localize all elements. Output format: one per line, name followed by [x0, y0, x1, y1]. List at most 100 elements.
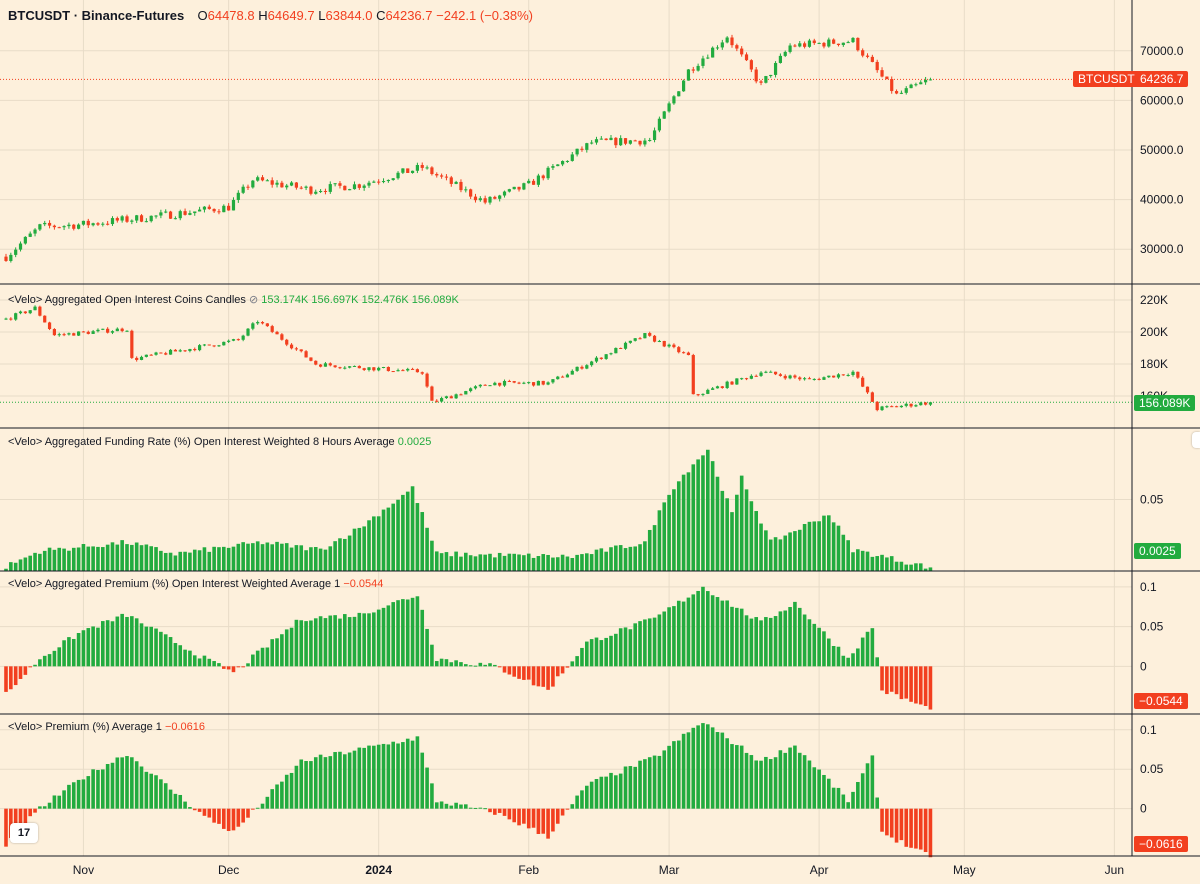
- candle-body: [135, 215, 139, 221]
- candle-body: [841, 42, 845, 46]
- candle-body: [827, 39, 831, 47]
- candle-body: [130, 330, 134, 358]
- histogram-bar: [23, 666, 28, 675]
- histogram-bar: [192, 808, 197, 811]
- histogram-bar: [313, 547, 318, 571]
- candle-body: [754, 375, 758, 377]
- premium-oi-value: −0.0544: [343, 578, 384, 590]
- histogram-bar: [294, 545, 299, 571]
- candle-body: [706, 389, 710, 394]
- candle-body: [251, 323, 255, 329]
- candle-body: [304, 186, 308, 188]
- histogram-bar: [410, 486, 415, 571]
- histogram-bar: [580, 554, 584, 571]
- histogram-bar: [255, 650, 260, 667]
- histogram-bar: [57, 647, 62, 667]
- histogram-bar: [856, 549, 860, 571]
- candle-body: [764, 76, 768, 83]
- candle-body: [556, 376, 560, 380]
- candle-body: [47, 322, 52, 330]
- candle-body: [352, 365, 357, 367]
- candle-body: [899, 92, 903, 94]
- histogram-bar: [9, 562, 13, 571]
- histogram-bar: [386, 507, 391, 571]
- histogram-bar: [23, 557, 28, 571]
- candle-body: [561, 376, 565, 378]
- histogram-bar: [696, 459, 700, 571]
- candle-body: [425, 167, 429, 169]
- histogram-bar: [701, 455, 705, 571]
- histogram-bar: [289, 627, 294, 667]
- histogram-bar: [139, 623, 144, 667]
- histogram-bar: [730, 744, 734, 809]
- candle-body: [188, 213, 192, 215]
- histogram-bar: [299, 545, 304, 571]
- candle-body: [817, 42, 821, 44]
- candle-body: [517, 186, 521, 190]
- histogram-bar: [851, 552, 855, 571]
- histogram-bar: [91, 769, 95, 809]
- histogram-bar: [764, 756, 768, 809]
- histogram-bar: [265, 796, 270, 809]
- histogram-bar: [207, 551, 212, 571]
- histogram-bar: [522, 666, 526, 680]
- candle-body: [633, 140, 637, 142]
- histogram-bar: [367, 520, 371, 571]
- candle-body: [401, 370, 405, 372]
- candle-body: [435, 400, 439, 402]
- histogram-bar: [134, 761, 139, 809]
- histogram-bar: [865, 763, 870, 809]
- histogram-bar: [570, 804, 575, 809]
- histogram-bar: [13, 666, 18, 686]
- histogram-bar: [580, 647, 584, 667]
- tradingview-logo[interactable]: 17: [10, 823, 38, 843]
- histogram-bar: [33, 664, 37, 667]
- histogram-bar: [560, 808, 565, 816]
- histogram-bar: [909, 808, 913, 848]
- histogram-bar: [802, 755, 807, 809]
- candle-body: [691, 69, 695, 71]
- change-value: −242.1 (−0.38%): [436, 8, 533, 23]
- histogram-bar: [38, 806, 42, 809]
- candle-body: [115, 218, 119, 221]
- histogram-bar: [241, 808, 245, 823]
- histogram-bar: [168, 637, 173, 667]
- histogram-bar: [551, 666, 555, 687]
- close-value: 64236.7: [385, 8, 433, 23]
- candle-body: [890, 406, 894, 408]
- histogram-bar: [585, 641, 589, 667]
- histogram-bar: [778, 750, 783, 809]
- histogram-bar: [309, 761, 313, 809]
- histogram-bar: [836, 787, 841, 809]
- histogram-bar: [415, 503, 420, 571]
- histogram-bar: [604, 551, 608, 571]
- candle-body: [551, 379, 555, 383]
- histogram-bar: [875, 797, 879, 809]
- histogram-bar: [192, 549, 197, 571]
- time-tick-label: Apr: [810, 863, 829, 877]
- histogram-bar: [759, 620, 763, 667]
- histogram-bar: [894, 561, 899, 571]
- histogram-bar: [662, 502, 667, 571]
- candle-body: [894, 91, 899, 94]
- candle-body: [227, 340, 231, 342]
- candle-body: [43, 222, 47, 225]
- histogram-bar: [696, 725, 700, 809]
- candle-body: [159, 352, 163, 354]
- eye-off-icon[interactable]: ⊘: [248, 294, 259, 306]
- histogram-bar: [149, 626, 153, 667]
- histogram-bar: [860, 637, 865, 667]
- histogram-bar: [62, 790, 66, 809]
- collapse-panel-icon[interactable]: [1192, 432, 1200, 448]
- candle-body: [377, 367, 381, 371]
- candle-body: [890, 79, 894, 92]
- candle-body: [478, 384, 482, 387]
- price-tick-label: 30000.0: [1140, 242, 1184, 256]
- candle-body: [464, 189, 468, 191]
- histogram-bar: [710, 461, 715, 571]
- histogram-bar: [333, 541, 337, 571]
- histogram-bar: [270, 544, 274, 571]
- candle-body: [444, 176, 449, 178]
- candle-body: [415, 369, 419, 373]
